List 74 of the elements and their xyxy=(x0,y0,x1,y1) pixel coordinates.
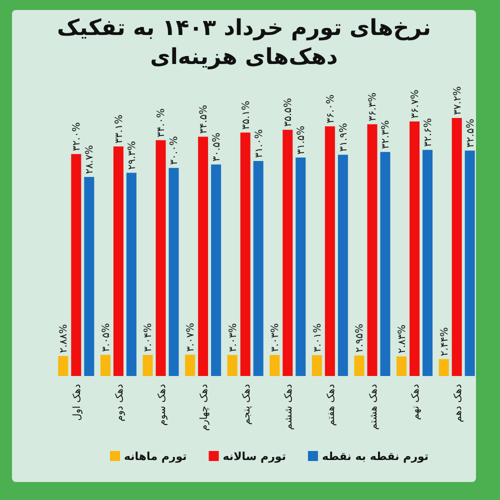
x-tick-label: دهک هشتم xyxy=(368,384,380,430)
bar xyxy=(380,152,390,376)
chart-title: نرخ‌های تورم خرداد ۱۴۰۳ به تفکیک دهک‌های هزینه‌ای xyxy=(56,15,432,72)
x-tick-label: دهک دهم xyxy=(452,384,464,422)
bar xyxy=(211,164,222,376)
data-label: ۳۴.۵% xyxy=(198,104,210,134)
bar xyxy=(113,146,124,376)
bar xyxy=(84,176,94,376)
bar xyxy=(126,172,136,376)
bar xyxy=(396,356,407,376)
x-tick-label: دهک پنجم xyxy=(241,384,252,425)
bar xyxy=(410,121,420,376)
data-label: ۲۹.۳% xyxy=(126,140,138,170)
x-tick-label: دهک ششم xyxy=(284,384,295,430)
data-label: ۳.۰۱% xyxy=(312,323,324,352)
x-tick-label: دهک هفتم xyxy=(326,384,337,426)
data-label: ۳۱.۹% xyxy=(338,122,350,152)
bar xyxy=(452,118,462,376)
x-tick-label: دهک چهارم xyxy=(199,384,210,431)
bar xyxy=(156,140,166,376)
bar xyxy=(142,354,153,376)
bar xyxy=(312,355,322,376)
bar xyxy=(422,150,433,376)
data-label: ۳۱.۵% xyxy=(296,126,308,155)
data-label: ۲.۸۸% xyxy=(58,324,70,354)
data-label: ۳۱.۰% xyxy=(254,129,265,158)
data-label: ۲.۴۴% xyxy=(439,327,450,356)
bar xyxy=(324,126,335,376)
data-label: ۳۳.۱% xyxy=(114,114,125,144)
bar xyxy=(282,130,293,376)
x-tick-label: دهک دوم xyxy=(114,384,126,422)
bar xyxy=(367,124,378,376)
data-label: ۳۲.۵% xyxy=(465,118,476,148)
data-label: ۳۶.۰% xyxy=(325,94,336,124)
bar xyxy=(240,132,250,376)
data-label: ۳۲.۳% xyxy=(380,120,392,149)
bar xyxy=(338,154,348,376)
bar xyxy=(58,356,68,376)
bar xyxy=(198,136,208,376)
data-label: ۳.۰۳% xyxy=(270,323,282,352)
bar xyxy=(71,154,82,376)
bar xyxy=(438,359,449,376)
data-label: ۳۰.۵% xyxy=(212,132,223,162)
data-label: ۳۶.۷% xyxy=(410,90,422,118)
data-label: ۲.۹۵% xyxy=(354,324,366,353)
bar xyxy=(168,168,179,376)
bar xyxy=(253,161,264,376)
bar xyxy=(464,150,475,376)
data-label: ۳۷.۲% xyxy=(452,86,464,115)
bar xyxy=(227,354,238,376)
x-tick-label: دهک اول xyxy=(72,384,84,421)
data-label: ۳.۰۳% xyxy=(228,323,239,352)
data-label: ۳۶.۳% xyxy=(368,92,379,122)
x-tick-label: دهک نهم xyxy=(410,384,422,420)
data-label: ۳.۰۷% xyxy=(186,322,197,352)
legend-label: تورم ماهانه xyxy=(124,450,187,463)
bar xyxy=(270,354,280,376)
data-label: ۲.۸۳% xyxy=(397,324,408,354)
data-label: ۳۵.۱% xyxy=(240,100,252,130)
data-label: ۳.۰۴% xyxy=(143,323,154,352)
data-label: ۳۲.۶% xyxy=(423,118,434,147)
bar xyxy=(100,354,110,376)
bar xyxy=(185,354,196,376)
bar xyxy=(296,158,306,376)
legend-label: تورم نقطه به نقطه xyxy=(322,450,429,463)
legend-label: تورم سالانه xyxy=(222,450,286,463)
bar xyxy=(354,356,364,376)
data-label: ۳۲.۰% xyxy=(72,122,83,152)
data-label: ۳۴.۰% xyxy=(156,108,168,138)
data-label: ۲۸.۷% xyxy=(84,145,96,174)
data-label: ۳۵.۵% xyxy=(283,98,294,127)
data-label: ۳.۰۵% xyxy=(100,323,112,352)
x-tick-label: دهک سوم xyxy=(156,384,168,426)
data-label: ۳۰.۰% xyxy=(169,136,180,165)
